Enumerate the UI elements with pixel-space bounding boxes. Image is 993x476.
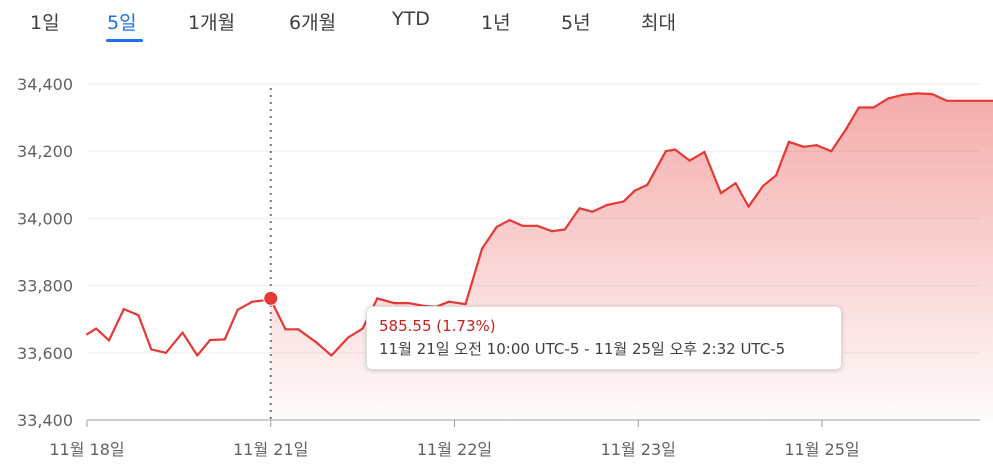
price-line-segment xyxy=(495,219,511,228)
price-line-segment xyxy=(747,184,765,208)
price-line-segment xyxy=(774,140,791,177)
tab-1-year[interactable]: 1년 xyxy=(481,12,511,34)
price-line-segment xyxy=(407,302,425,307)
price-line-segment xyxy=(315,341,333,357)
y-tick-label: 33,600 xyxy=(17,344,73,363)
price-line-segment xyxy=(137,314,153,351)
price-line-segment xyxy=(688,150,706,162)
price-line-segment xyxy=(872,97,890,109)
price-line-segment xyxy=(578,207,594,213)
price-line-segment xyxy=(830,128,848,153)
price-line-segment xyxy=(887,93,905,100)
tab-6-months[interactable]: 6개월 xyxy=(289,12,337,34)
x-tick-label: 11월 21일 xyxy=(233,440,308,459)
price-line-segment xyxy=(901,92,919,96)
tab-5-days[interactable]: 5일 xyxy=(107,12,137,34)
y-tick-label: 33,800 xyxy=(17,277,73,296)
price-line-segment xyxy=(481,225,498,250)
change-tooltip: 585.55 (1.73%) 11월 21일 오전 10:00 UTC-5 - … xyxy=(366,306,842,370)
price-line-segment xyxy=(719,182,737,195)
tooltip-date-range: 11월 21일 오전 10:00 UTC-5 - 11월 25일 오후 2:32… xyxy=(379,340,786,358)
price-line-segment xyxy=(802,144,818,148)
tab-5-years[interactable]: 5년 xyxy=(561,12,591,34)
price-line-segment xyxy=(150,348,168,354)
tab-ytd[interactable]: YTD xyxy=(392,8,430,30)
price-line-segment xyxy=(673,148,691,162)
price-line-segment xyxy=(633,183,649,192)
price-line-segment xyxy=(122,308,140,317)
price-line-segment xyxy=(164,331,184,354)
y-tick-label: 34,400 xyxy=(17,75,73,94)
price-line-segment xyxy=(591,203,609,213)
price-line-segment xyxy=(787,140,805,148)
x-tick-label: 11월 22일 xyxy=(417,440,492,459)
shaded-area xyxy=(270,93,993,420)
price-line-segment xyxy=(223,308,239,341)
y-tick-label: 34,000 xyxy=(17,209,73,228)
price-line-segment xyxy=(181,331,199,357)
x-tick-label: 11월 23일 xyxy=(601,440,676,459)
price-line-segment xyxy=(931,92,949,102)
price-line-segment xyxy=(95,327,111,342)
price-line-segment xyxy=(297,328,318,344)
x-tick-label: 11월 25일 xyxy=(784,440,859,459)
y-tick-label: 33,400 xyxy=(17,411,73,430)
price-line-segment xyxy=(762,174,778,187)
tab-1-month[interactable]: 1개월 xyxy=(188,12,236,34)
price-line-segment xyxy=(376,297,395,305)
price-line-segment xyxy=(107,308,125,342)
price-line-segment xyxy=(703,150,723,195)
price-line-segment xyxy=(646,150,667,186)
price-line-segment xyxy=(508,219,524,227)
price-line-segment xyxy=(605,200,625,207)
price-line-segment xyxy=(916,92,934,96)
price-line-segment xyxy=(734,182,750,208)
price-line-segment xyxy=(536,224,554,233)
tab-max[interactable]: 최대 xyxy=(641,12,676,34)
price-line-segment xyxy=(464,247,484,306)
tooltip-change-value: 585.55 (1.73%) xyxy=(379,317,496,335)
price-line-segment xyxy=(236,300,254,311)
active-tab-indicator xyxy=(106,39,143,42)
price-line-segment xyxy=(447,300,467,306)
start-marker xyxy=(263,290,279,306)
price-line-segment xyxy=(563,207,581,231)
price-line-segment xyxy=(815,144,833,153)
price-line-segment xyxy=(550,228,566,233)
range-tabs: 1일 5일 1개월 6개월 YTD 1년 5년 최대 xyxy=(0,0,993,50)
price-line-segment xyxy=(346,327,364,339)
price-line-segment xyxy=(622,189,636,203)
price-line-segment xyxy=(435,300,451,308)
price-line-segment xyxy=(664,148,677,153)
price-line-segment xyxy=(196,338,212,357)
y-tick-label: 34,200 xyxy=(17,142,73,161)
x-tick-label: 11월 18일 xyxy=(49,440,124,459)
price-line-segment xyxy=(209,338,226,342)
price-line-segment xyxy=(844,106,860,131)
tab-1-day[interactable]: 1일 xyxy=(30,12,60,34)
price-line-segment xyxy=(85,327,98,336)
price-line-segment xyxy=(330,336,349,357)
